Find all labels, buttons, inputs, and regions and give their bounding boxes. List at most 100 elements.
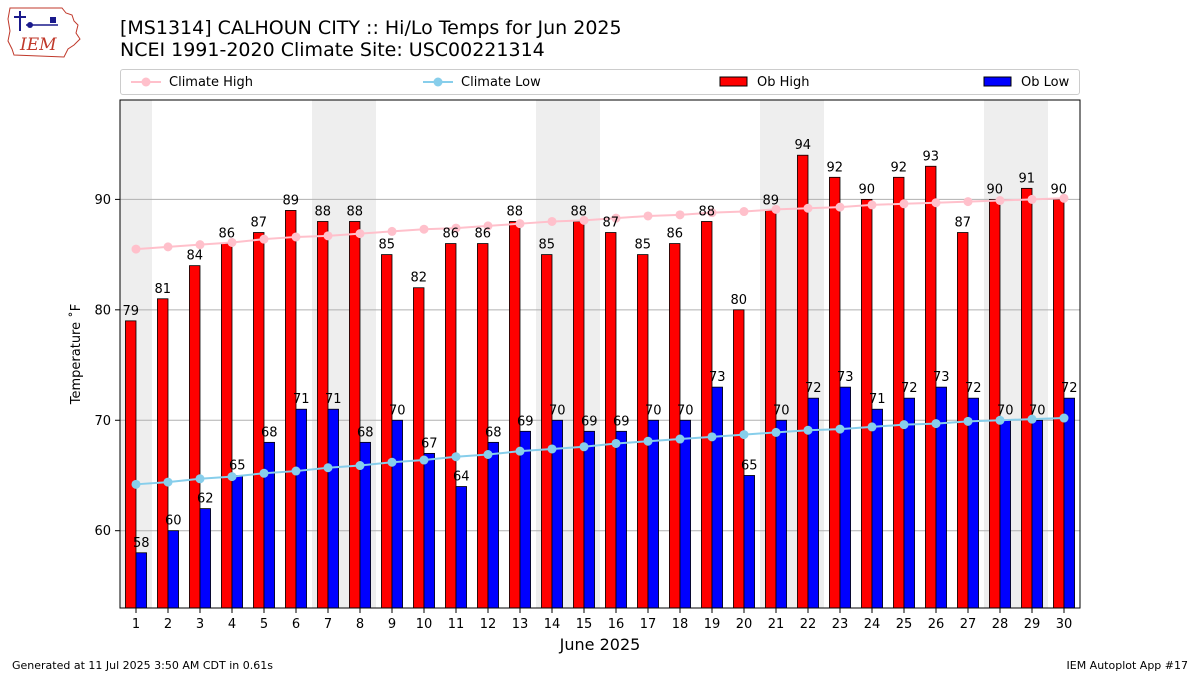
y-tick-label: 80 [94, 303, 111, 318]
ob-low-label: 69 [613, 414, 630, 429]
climate-low-point [547, 444, 557, 454]
climate-high-line [135, 197, 1065, 251]
ob-high-bar [349, 221, 361, 609]
footer-generated-text: Generated at 11 Jul 2025 3:50 AM CDT in … [12, 659, 273, 672]
ob-high-bar [317, 221, 329, 609]
ob-low-label: 64 [453, 470, 470, 485]
ob-low-label: 70 [389, 403, 406, 418]
ob-low-label: 73 [837, 370, 854, 385]
ob-low-label: 67 [421, 436, 438, 451]
x-tick-label: 10 [416, 617, 433, 632]
legend-label-climate-high: Climate High [169, 74, 254, 90]
ob-high-label: 92 [890, 160, 907, 175]
climate-low-point [355, 461, 365, 471]
ob-low-label: 68 [357, 425, 374, 440]
ob-low-bar [999, 419, 1011, 609]
ob-high-label: 90 [858, 182, 875, 197]
climate-low-point [483, 449, 493, 459]
climate-low-point [227, 472, 237, 482]
x-tick-label: 11 [448, 617, 465, 632]
climate-high-point [195, 240, 205, 250]
x-tick-label: 30 [1056, 617, 1073, 632]
ob-high-label: 94 [794, 138, 811, 153]
ob-low-label: 70 [1029, 403, 1046, 418]
x-tick-label: 26 [928, 617, 945, 632]
ob-low-label: 72 [965, 381, 982, 396]
climate-low-point [387, 457, 397, 467]
climate-low-point [739, 430, 749, 440]
climate-high-point [515, 219, 525, 229]
climate-high-point [579, 215, 589, 225]
x-tick-label: 21 [768, 617, 785, 632]
climate-high-point [259, 234, 269, 244]
ob-high-label: 86 [218, 227, 235, 242]
legend-ob-low: Ob Low [983, 70, 1069, 94]
climate-low-point [419, 455, 429, 465]
ob-low-bar [615, 430, 627, 609]
ob-high-bar [125, 320, 137, 609]
ob-low-label: 65 [741, 458, 758, 473]
climate-low-point [131, 479, 141, 489]
climate-low-point [675, 434, 685, 444]
climate-high-point [707, 208, 717, 218]
ob-high-label: 88 [698, 204, 715, 219]
y-axis-label: Temperature ˚F [68, 304, 84, 405]
climate-low-swatch [423, 77, 453, 87]
ob-low-label: 65 [229, 458, 246, 473]
data-labels: 79 58 81 60 84 62 86 65 87 68 89 71 88 71 88 68 85 70 82 67… [122, 138, 1077, 551]
ob-low-bar [231, 475, 243, 609]
climate-high-point [547, 216, 557, 226]
climate-low-point [835, 424, 845, 434]
footer-app-text: IEM Autoplot App #17 [1066, 659, 1189, 672]
climate-low-point [995, 415, 1005, 425]
ob-high-label: 86 [442, 227, 459, 242]
climate-high-point [995, 195, 1005, 205]
climate-high-point [931, 198, 941, 208]
climate-high-point [643, 211, 653, 221]
ob-low-bar [775, 419, 787, 609]
ob-low-bar [327, 408, 339, 609]
climate-low-point [707, 432, 717, 442]
climate-high-point [451, 223, 461, 233]
x-tick-label: 17 [640, 617, 657, 632]
climate-high-swatch [131, 77, 161, 87]
climate-high-point [387, 226, 397, 236]
legend-label-ob-low: Ob Low [1021, 74, 1070, 90]
ob-high-label: 91 [1018, 171, 1035, 186]
climate-high-point [739, 207, 749, 217]
temperature-bars [125, 154, 1075, 609]
climate-low-point [323, 463, 333, 473]
x-tick-label: 14 [544, 617, 561, 632]
ob-high-label: 84 [186, 249, 203, 264]
ob-high-bar [701, 221, 713, 609]
climate-low-point [803, 425, 813, 435]
ob-low-label: 58 [133, 536, 150, 551]
ob-low-bar [263, 441, 275, 609]
ob-low-label: 70 [997, 403, 1014, 418]
ob-low-bar [199, 508, 211, 609]
legend-label-ob-high: Ob High [757, 74, 810, 90]
ob-low-label: 62 [197, 492, 214, 507]
ob-high-bar [221, 243, 233, 609]
x-axis-label: June 2025 [559, 635, 641, 654]
climate-high-point [899, 199, 909, 209]
ob-low-bar [423, 452, 435, 609]
ob-high-label: 89 [762, 193, 779, 208]
ob-high-bar [381, 254, 393, 609]
ob-low-bar [391, 419, 403, 609]
ob-high-bar [1021, 187, 1033, 609]
climate-high-point [1059, 193, 1069, 203]
climate-low-point [611, 438, 621, 448]
x-tick-label: 9 [388, 617, 396, 632]
ob-low-label: 72 [901, 381, 918, 396]
ob-high-label: 86 [666, 227, 683, 242]
ob-low-label: 71 [325, 392, 342, 407]
ob-high-label: 85 [634, 238, 651, 253]
ob-high-label: 82 [410, 271, 427, 286]
ob-high-label: 90 [986, 182, 1003, 197]
climate-high-point [323, 231, 333, 241]
ob-high-label: 88 [506, 204, 523, 219]
x-tick-label: 19 [704, 617, 721, 632]
ob-low-bar [295, 408, 307, 609]
ob-low-label: 69 [517, 414, 534, 429]
